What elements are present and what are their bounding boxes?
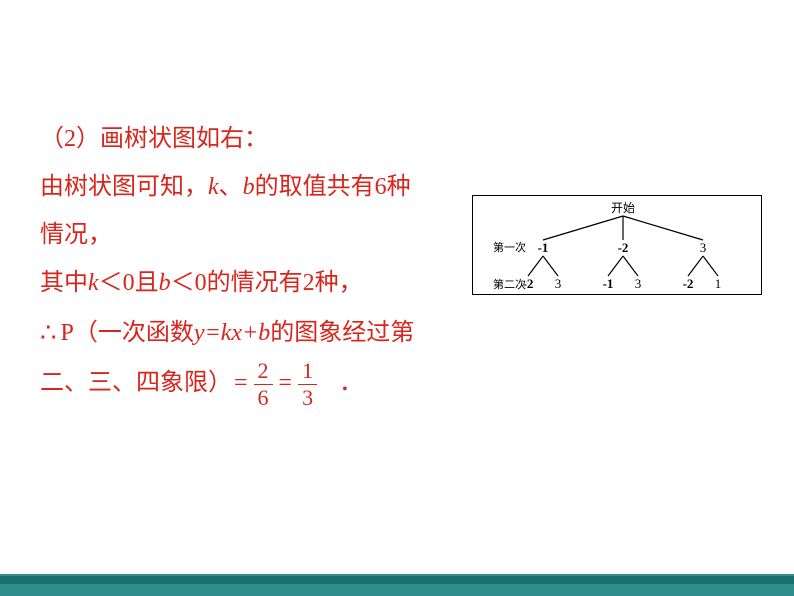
zero1: 0 [123,270,135,296]
line2-sep: 、 [219,174,243,200]
plus-sign: + [242,320,258,346]
line5-c: 的图象经过第 [270,320,414,346]
line-6: 二、三、四象限）=26=13． [40,359,460,409]
line6-a: 二、三、四象限） [40,370,232,396]
var-b2: b [159,270,171,296]
line4-a: 其中 [40,270,88,296]
paren-open: （ [40,126,64,152]
line2-d: 种 [387,174,411,200]
l2-0-0: -2 [523,276,534,291]
var-b3: b [258,320,270,346]
tree-start: 开始 [611,201,635,215]
line5-a: P（一次函数 [61,320,194,346]
fraction-1: 26 [254,360,273,409]
lt1: ＜ [99,270,123,296]
period: ． [339,370,363,396]
zero2: 0 [195,270,207,296]
line3-text: 情况， [40,222,112,248]
eq1: = [234,370,248,396]
part-number: 2 [64,126,76,152]
footer-decoration [0,562,794,596]
eq-sign: = [205,320,221,346]
therefore-symbol: ∴ [40,307,57,359]
l2-1-1: 3 [635,276,642,291]
frac1-den: 6 [254,385,273,409]
var-k2: k [88,270,99,296]
num-6: 6 [375,174,387,200]
row1-label: 第一次 [493,240,526,254]
l2-2-0: -2 [683,276,694,291]
line-4: 其中k＜0且b＜0的情况有2种， [40,259,460,307]
line-3: 情况， [40,211,460,259]
line2-c: 的取值共有 [255,174,375,200]
line1-text: ）画树状图如右： [76,126,268,152]
var-x: x [231,320,242,346]
eq2: = [279,370,293,396]
l2-0-1: 3 [555,276,562,291]
lt2: ＜ [171,270,195,296]
and: 且 [135,270,159,296]
l1-1: -2 [618,240,629,255]
line4-d: 种， [315,270,363,296]
tree-diagram: 开始 第一次 -1 -2 3 第二次 -2 3 -1 3 -2 1 [472,195,762,295]
line-5: ∴P（一次函数y=kx+b的图象经过第 [40,307,460,359]
line4-c: 的情况有 [207,270,303,296]
frac2-den: 3 [298,385,317,409]
var-y: y [194,320,205,346]
solution-text: （2）画树状图如右： 由树状图可知，k、b的取值共有6种 情况， 其中k＜0且b… [40,115,460,409]
line2-a: 由树状图可知， [40,174,208,200]
tree-svg: 开始 第一次 -1 -2 3 第二次 -2 3 -1 3 -2 1 [473,196,761,294]
row2-label: 第二次 [493,277,526,291]
var-k3: k [221,320,232,346]
num-2: 2 [303,270,315,296]
l1-0: -1 [538,240,549,255]
l2-2-1: 1 [715,276,722,291]
line-1: （2）画树状图如右： [40,115,460,163]
l1-2: 3 [700,240,707,255]
fraction-2: 13 [298,360,317,409]
var-k: k [208,174,219,200]
line-2: 由树状图可知，k、b的取值共有6种 [40,163,460,211]
frac2-num: 1 [298,360,317,385]
footer-band-bottom [0,584,794,596]
footer-band-mid [0,576,794,584]
var-b: b [243,174,255,200]
l2-1-0: -1 [603,276,614,291]
frac1-num: 2 [254,360,273,385]
